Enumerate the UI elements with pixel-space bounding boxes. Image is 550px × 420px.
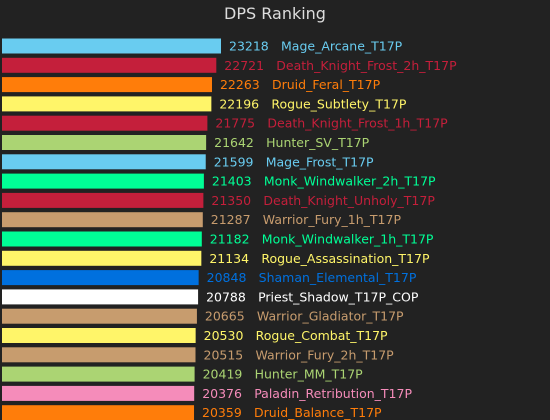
bar-Druid_Balance_T17P	[2, 405, 195, 420]
bar-category-label: Monk_Windwalker_1h_T17P	[262, 232, 434, 247]
bar-Rogue_Assassination_T17P	[2, 250, 202, 266]
bar-Warrior_Fury_1h_T17P	[2, 212, 203, 228]
bar-value-label: 22721	[224, 58, 264, 73]
bar-Rogue_Subtlety_T17P	[2, 96, 212, 112]
bar-Monk_Windwalker_1h_T17P	[2, 231, 202, 247]
bar-category-label: Monk_Windwalker_2h_T17P	[264, 174, 436, 189]
bar-Shaman_Elemental_T17P	[2, 270, 199, 286]
bar-value-label: 20376	[202, 386, 242, 401]
bar-value-label: 20359	[202, 405, 242, 420]
bar-value-label: 21182	[210, 232, 250, 247]
bar-value-label: 23218	[229, 39, 269, 54]
bar-category-label: Shaman_Elemental_T17P	[259, 270, 417, 285]
bar-category-label: Druid_Balance_T17P	[254, 405, 382, 420]
bar-value-label: 20515	[204, 347, 244, 362]
bar-Rogue_Combat_T17P	[2, 328, 196, 343]
bar-value-label: 22196	[219, 96, 259, 111]
bar-value-label: 20848	[207, 270, 247, 285]
bar-category-label: Hunter_SV_T17P	[266, 135, 370, 150]
bar-Death_Knight_Unholy_T17P	[2, 192, 204, 208]
bar-category-label: Death_Knight_Frost_2h_T17P	[276, 58, 457, 73]
bar-Druid_Feral_T17P	[2, 77, 212, 93]
bar-category-label: Death_Knight_Frost_1h_T17P	[267, 116, 448, 131]
bar-value-label: 21775	[215, 116, 255, 131]
bar-Priest_Shadow_T17P_COP	[2, 289, 199, 305]
bar-category-label: Priest_Shadow_T17P_COP	[258, 289, 419, 304]
bar-Hunter_SV_T17P	[2, 135, 207, 150]
bar-Monk_Windwalker_2h_T17P	[2, 173, 204, 189]
bar-Death_Knight_Frost_1h_T17P	[2, 115, 208, 131]
bar-category-label: Warrior_Gladiator_T17P	[257, 309, 404, 324]
bar-Mage_Frost_T17P	[2, 154, 206, 170]
bar-value-label: 21403	[212, 174, 252, 189]
bar-category-label: Warrior_Fury_1h_T17P	[263, 212, 402, 227]
chart-title: DPS Ranking	[224, 4, 326, 23]
bar-Warrior_Gladiator_T17P	[2, 308, 197, 324]
bar-category-label: Death_Knight_Unholy_T17P	[263, 193, 435, 208]
bar-Hunter_MM_T17P	[2, 366, 195, 382]
bar-category-label: Rogue_Subtlety_T17P	[271, 96, 407, 111]
bar-value-label: 20530	[204, 328, 244, 343]
bar-category-label: Paladin_Retribution_T17P	[254, 386, 412, 401]
bar-value-label: 20665	[205, 309, 245, 324]
bar-value-label: 21350	[211, 193, 251, 208]
bar-value-label: 21287	[211, 212, 251, 227]
bar-category-label: Warrior_Fury_2h_T17P	[256, 347, 395, 362]
bar-category-label: Mage_Frost_T17P	[266, 154, 374, 169]
bar-Death_Knight_Frost_2h_T17P	[2, 57, 217, 73]
bar-category-label: Rogue_Combat_T17P	[256, 328, 388, 343]
bar-Warrior_Fury_2h_T17P	[2, 347, 196, 363]
bar-Mage_Arcane_T17P	[2, 38, 221, 54]
bar-value-label: 21642	[214, 135, 254, 150]
bar-value-label: 20419	[203, 367, 243, 382]
bar-category-label: Rogue_Assassination_T17P	[261, 251, 430, 266]
bar-category-label: Druid_Feral_T17P	[272, 77, 381, 92]
bar-value-label: 21134	[209, 251, 249, 266]
bar-category-label: Mage_Arcane_T17P	[281, 39, 403, 54]
bar-Paladin_Retribution_T17P	[2, 385, 195, 401]
bar-value-label: 21599	[214, 154, 254, 169]
bar-value-label: 20788	[206, 289, 246, 304]
bar-value-label: 22263	[220, 77, 260, 92]
bar-category-label: Hunter_MM_T17P	[255, 367, 364, 382]
